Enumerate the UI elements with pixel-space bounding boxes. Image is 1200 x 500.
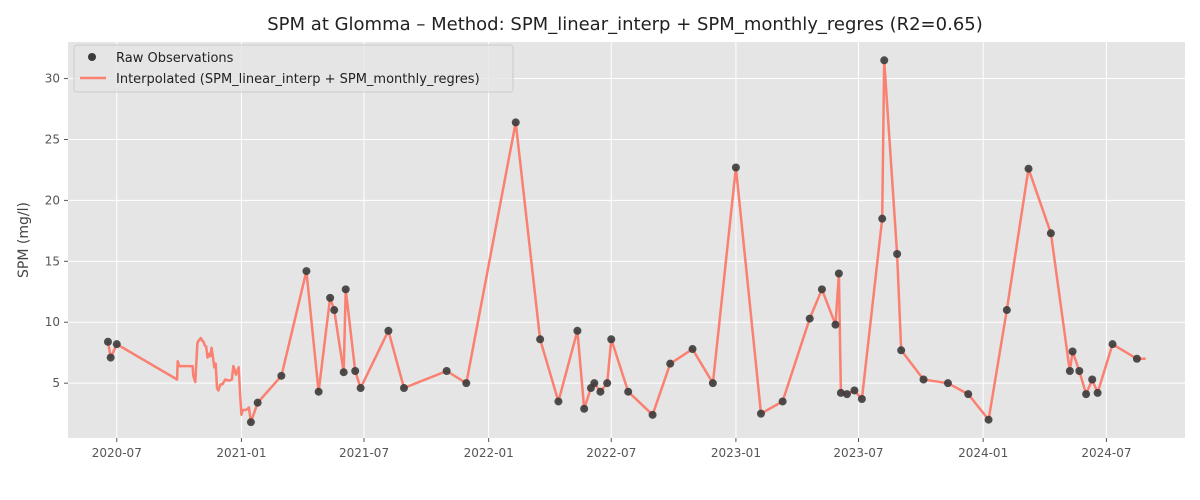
raw-observation-point <box>536 335 545 344</box>
raw-observation-point <box>984 415 993 424</box>
raw-observation-point <box>1068 347 1077 356</box>
raw-observation-point <box>842 390 851 399</box>
x-tick-label: 2022-01 <box>464 446 514 460</box>
raw-observation-point <box>1082 390 1091 399</box>
raw-observation-point <box>607 335 616 344</box>
x-tick-label: 2024-01 <box>958 446 1008 460</box>
raw-observation-point <box>648 410 657 419</box>
y-tick-label: 10 <box>45 315 60 329</box>
y-tick-label: 20 <box>45 193 60 207</box>
y-tick-label: 15 <box>45 254 60 268</box>
y-axis: 5 10 15 20 25 30 <box>45 72 68 390</box>
raw-observation-point <box>253 398 262 407</box>
x-tick-label: 2022-07 <box>586 446 636 460</box>
raw-observation-point <box>1046 229 1055 238</box>
raw-observation-point <box>708 379 717 388</box>
raw-observation-point <box>850 386 859 395</box>
raw-observation-point <box>1088 375 1097 384</box>
chart-title: SPM at Glomma – Method: SPM_linear_inter… <box>267 14 983 35</box>
raw-observation-point <box>330 306 339 315</box>
x-tick-label: 2023-01 <box>711 446 761 460</box>
raw-observation-point <box>919 375 928 384</box>
raw-observation-point <box>836 388 845 397</box>
legend: Raw Observations Interpolated (SPM_linea… <box>73 44 514 93</box>
legend-label-interpolated: Interpolated (SPM_linear_interp + SPM_mo… <box>116 72 480 87</box>
raw-observation-point <box>688 345 697 354</box>
raw-observation-point <box>511 118 520 127</box>
raw-observation-point <box>1132 354 1141 363</box>
raw-observation-point <box>880 56 889 65</box>
raw-observation-point <box>857 395 866 404</box>
raw-observation-point <box>1093 388 1102 397</box>
raw-observation-point <box>1002 306 1011 315</box>
raw-observation-point <box>831 320 840 329</box>
raw-observation-point <box>580 404 589 413</box>
raw-observation-point <box>624 387 633 396</box>
raw-observation-point <box>112 340 121 349</box>
x-tick-label: 2024-07 <box>1081 446 1131 460</box>
raw-observation-point <box>1065 366 1074 375</box>
raw-observation-point <box>666 359 675 368</box>
raw-observation-point <box>943 379 952 388</box>
raw-observation-point <box>341 285 350 294</box>
legend-marker-raw-observations <box>88 53 96 61</box>
raw-observation-point <box>103 337 112 346</box>
y-tick-label: 5 <box>52 376 60 390</box>
raw-observation-point <box>302 267 311 276</box>
raw-observation-point <box>356 384 365 393</box>
raw-observation-point <box>817 285 826 294</box>
x-tick-label: 2021-01 <box>216 446 266 460</box>
raw-observation-point <box>878 214 887 223</box>
x-tick-label: 2020-07 <box>92 446 142 460</box>
x-tick-label: 2023-07 <box>833 446 883 460</box>
y-axis-label: SPM (mg/l) <box>16 202 32 278</box>
raw-observation-point <box>554 397 563 406</box>
raw-observation-point <box>246 418 255 427</box>
plot-area <box>68 42 1185 438</box>
legend-box <box>73 44 514 93</box>
raw-observation-point <box>106 353 115 362</box>
raw-observation-point <box>1075 366 1084 375</box>
raw-observation-point <box>462 379 471 388</box>
raw-observation-point <box>442 366 451 375</box>
raw-observation-point <box>1024 164 1033 173</box>
raw-observation-point <box>399 384 408 393</box>
raw-observation-point <box>590 379 599 388</box>
raw-observation-point <box>384 326 393 335</box>
raw-observation-point <box>339 368 348 377</box>
raw-observation-point <box>326 293 335 302</box>
raw-observation-point <box>314 387 323 396</box>
x-tick-label: 2021-07 <box>339 446 389 460</box>
raw-observation-point <box>596 387 605 396</box>
raw-observation-point <box>277 371 286 380</box>
raw-observation-point <box>1108 340 1117 349</box>
raw-observation-point <box>603 379 612 388</box>
x-axis: 2020-07 2021-01 2021-07 2022-01 2022-07 2023-… <box>92 438 1131 460</box>
raw-observation-point <box>893 250 902 259</box>
raw-observation-point <box>573 326 582 335</box>
y-tick-label: 25 <box>45 132 60 146</box>
y-tick-label: 30 <box>45 72 60 86</box>
legend-label-raw-observations: Raw Observations <box>116 51 234 66</box>
raw-observation-point <box>351 366 360 375</box>
raw-observation-point <box>778 397 787 406</box>
raw-observation-point <box>964 390 973 399</box>
raw-observation-point <box>731 163 740 172</box>
raw-observations-series <box>103 56 1141 427</box>
raw-observation-point <box>897 346 906 355</box>
raw-observation-point <box>834 269 843 278</box>
raw-observation-point <box>805 314 814 323</box>
raw-observation-point <box>756 409 765 418</box>
